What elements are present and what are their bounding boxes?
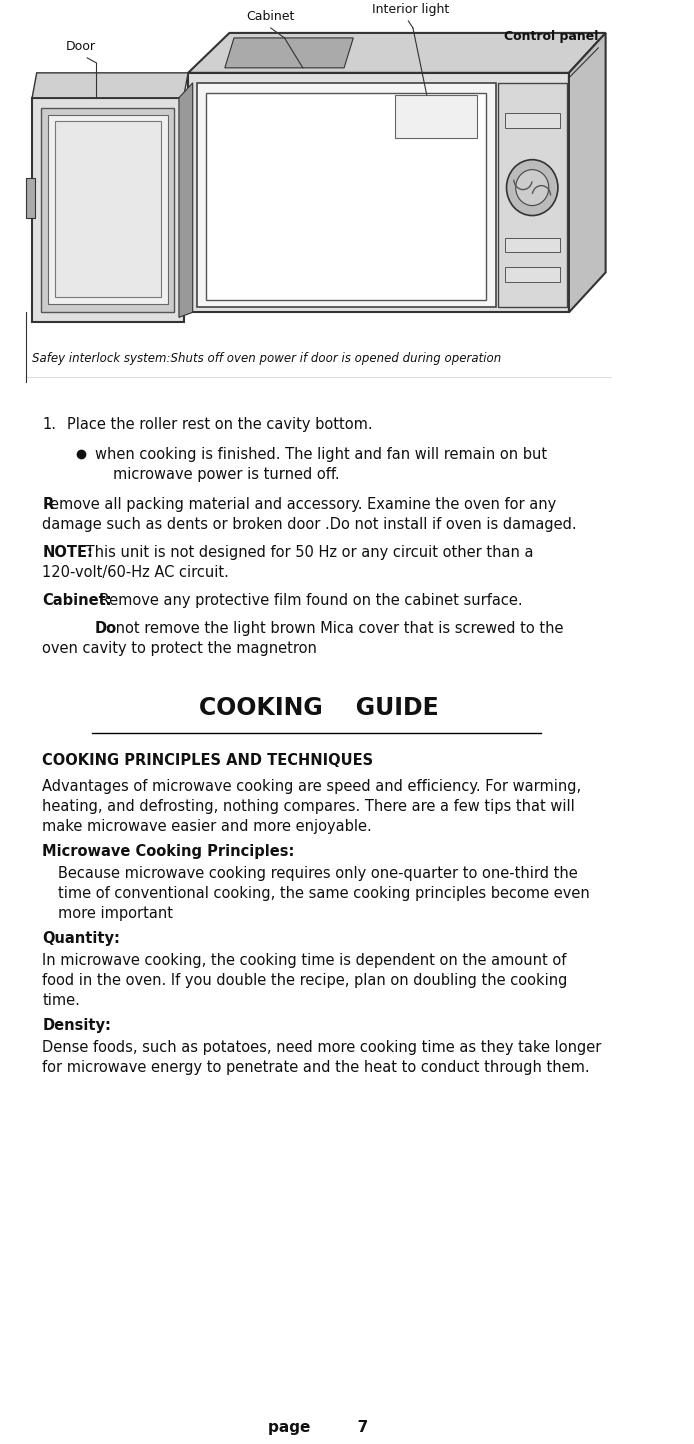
Polygon shape — [498, 82, 567, 308]
Polygon shape — [505, 267, 560, 283]
Text: make microwave easier and more enjoyable.: make microwave easier and more enjoyable… — [42, 819, 372, 835]
Text: Advantages of microwave cooking are speed and efficiency. For warming,: Advantages of microwave cooking are spee… — [42, 780, 582, 794]
Text: Because microwave cooking requires only one-quarter to one-third the: Because microwave cooking requires only … — [58, 866, 577, 881]
Text: emove all packing material and accessory. Examine the oven for any: emove all packing material and accessory… — [49, 497, 556, 513]
Polygon shape — [26, 178, 35, 218]
Polygon shape — [225, 38, 353, 68]
Text: heating, and defrosting, nothing compares. There are a few tips that will: heating, and defrosting, nothing compare… — [42, 800, 575, 814]
Polygon shape — [197, 82, 496, 308]
Text: food in the oven. If you double the recipe, plan on doubling the cooking: food in the oven. If you double the reci… — [42, 973, 568, 988]
Text: This unit is not designed for 50 Hz or any circuit other than a: This unit is not designed for 50 Hz or a… — [81, 544, 533, 560]
Text: not remove the light brown Mica cover that is screwed to the: not remove the light brown Mica cover th… — [111, 621, 564, 635]
Text: page         7: page 7 — [269, 1419, 369, 1435]
Text: Interior light: Interior light — [373, 3, 450, 16]
Text: Cabinet: Cabinet — [246, 10, 295, 23]
Text: Control panel: Control panel — [504, 30, 598, 43]
Polygon shape — [48, 114, 168, 305]
Polygon shape — [505, 237, 560, 253]
Text: Door: Door — [66, 40, 96, 53]
Text: Microwave Cooking Principles:: Microwave Cooking Principles: — [42, 845, 294, 859]
Text: oven cavity to protect the magnetron: oven cavity to protect the magnetron — [42, 641, 317, 656]
Text: R: R — [42, 497, 53, 513]
Text: microwave power is turned off.: microwave power is turned off. — [113, 466, 339, 482]
Polygon shape — [32, 72, 188, 98]
Text: time.: time. — [42, 993, 80, 1008]
Text: In microwave cooking, the cooking time is dependent on the amount of: In microwave cooking, the cooking time i… — [42, 953, 566, 967]
Text: Density:: Density: — [42, 1018, 111, 1032]
Text: time of conventional cooking, the same cooking principles become even: time of conventional cooking, the same c… — [58, 887, 590, 901]
Polygon shape — [55, 121, 160, 297]
Text: Remove any protective film found on the cabinet surface.: Remove any protective film found on the … — [94, 593, 522, 608]
Text: 120-volt/60-Hz AC circuit.: 120-volt/60-Hz AC circuit. — [42, 565, 229, 580]
Text: Do: Do — [94, 621, 117, 635]
Text: damage such as dents or broken door .Do not install if oven is damaged.: damage such as dents or broken door .Do … — [42, 517, 577, 531]
Polygon shape — [188, 72, 569, 312]
Text: NOTE:: NOTE: — [42, 544, 93, 560]
Polygon shape — [395, 95, 477, 137]
Text: COOKING    GUIDE: COOKING GUIDE — [198, 696, 439, 719]
Text: more important: more important — [58, 907, 173, 921]
Text: Dense foods, such as potatoes, need more cooking time as they take longer: Dense foods, such as potatoes, need more… — [42, 1040, 602, 1054]
Text: Cabinet:: Cabinet: — [42, 593, 112, 608]
Polygon shape — [41, 108, 174, 312]
Circle shape — [516, 169, 549, 205]
Text: Safey interlock system:Shuts off oven power if door is opened during operation: Safey interlock system:Shuts off oven po… — [32, 352, 501, 365]
Circle shape — [507, 160, 558, 215]
Text: Quantity:: Quantity: — [42, 931, 120, 946]
Text: when cooking is finished. The light and fan will remain on but: when cooking is finished. The light and … — [94, 448, 547, 462]
Text: for microwave energy to penetrate and the heat to conduct through them.: for microwave energy to penetrate and th… — [42, 1060, 590, 1074]
Text: COOKING PRINCIPLES AND TECHNIQUES: COOKING PRINCIPLES AND TECHNIQUES — [42, 754, 373, 768]
Polygon shape — [206, 92, 486, 300]
Polygon shape — [569, 33, 606, 312]
Text: 1.: 1. — [42, 417, 56, 432]
Polygon shape — [32, 98, 183, 322]
Polygon shape — [179, 82, 193, 318]
Text: Place the roller rest on the cavity bottom.: Place the roller rest on the cavity bott… — [67, 417, 373, 432]
Polygon shape — [188, 33, 606, 72]
Polygon shape — [505, 113, 560, 127]
